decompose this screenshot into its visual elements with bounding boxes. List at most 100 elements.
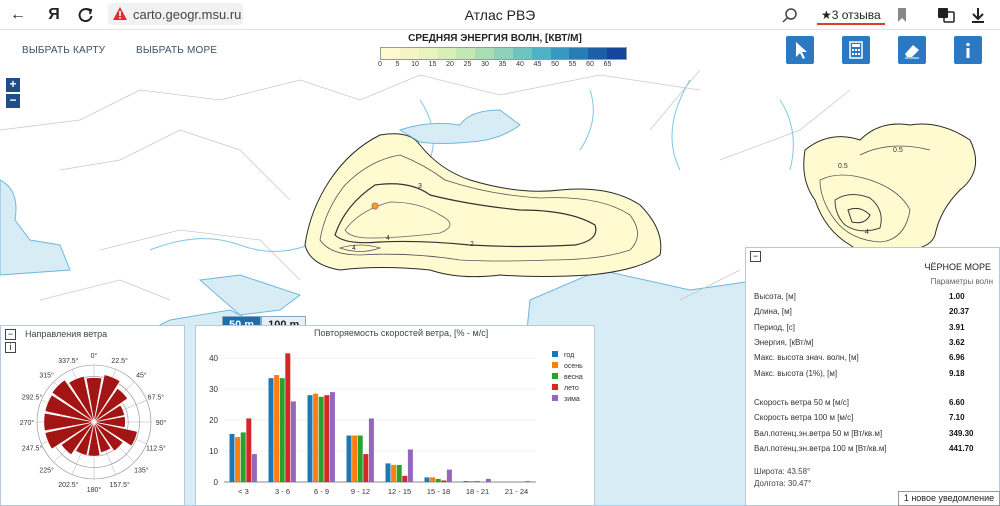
bar[interactable]	[474, 481, 480, 482]
rose-sector[interactable]	[43, 412, 95, 432]
yandex-logo[interactable]: Я	[48, 6, 60, 23]
bar[interactable]	[385, 463, 391, 482]
legend-label[interactable]: осень	[564, 363, 583, 370]
rose-sector[interactable]	[60, 421, 95, 456]
bar[interactable]	[324, 395, 330, 482]
legend-label[interactable]: весна	[564, 374, 583, 381]
bookmark-icon[interactable]	[892, 5, 912, 25]
rose-sector[interactable]	[93, 421, 124, 452]
bar[interactable]	[441, 480, 447, 482]
legend-label[interactable]: зима	[564, 396, 580, 403]
y-tick-label: 20	[209, 416, 218, 425]
warning-icon[interactable]	[112, 6, 128, 22]
info-button[interactable]	[954, 36, 982, 64]
bar[interactable]	[290, 401, 296, 482]
bar[interactable]	[279, 378, 285, 482]
legend-tick: 55	[568, 61, 577, 68]
rose-sector[interactable]	[93, 421, 112, 453]
url-text[interactable]: carto.geogr.msu.ru	[133, 7, 242, 22]
bar[interactable]	[240, 432, 246, 482]
bar[interactable]	[424, 477, 430, 482]
legend-marker[interactable]	[552, 373, 558, 379]
legend-marker[interactable]	[552, 384, 558, 390]
bar[interactable]	[446, 469, 452, 482]
bar[interactable]	[463, 481, 469, 482]
bar[interactable]	[274, 375, 280, 482]
rose-sector[interactable]	[93, 404, 125, 423]
rose-sector[interactable]	[51, 379, 95, 423]
info-row-label: Скорость ветра 100 м [м/с]	[754, 413, 854, 423]
bar[interactable]	[246, 418, 252, 482]
bar[interactable]	[307, 395, 313, 482]
legend-swatch	[399, 48, 419, 59]
bar[interactable]	[368, 418, 374, 482]
bar[interactable]	[524, 481, 530, 482]
collapse-button[interactable]: −	[750, 251, 761, 262]
notification-toast[interactable]: 1 новое уведомление	[898, 491, 1000, 506]
legend-marker[interactable]	[552, 362, 558, 368]
download-icon[interactable]	[968, 5, 988, 25]
bar[interactable]	[251, 454, 257, 482]
info-row-value: 441.70	[949, 443, 974, 453]
search-icon[interactable]	[780, 5, 800, 25]
rose-sector[interactable]	[87, 421, 101, 457]
collapse-button[interactable]: −	[5, 329, 16, 340]
bar[interactable]	[229, 433, 235, 482]
reviews-badge[interactable]: ★3 отзыва	[817, 5, 885, 25]
bar[interactable]	[268, 378, 274, 482]
back-icon[interactable]: ←	[10, 6, 26, 23]
bar[interactable]	[346, 435, 352, 483]
info-row-value: 3.62	[949, 337, 965, 347]
rose-sector[interactable]	[68, 375, 95, 423]
pointer-button[interactable]	[786, 36, 814, 64]
zoom-out-button[interactable]: −	[6, 94, 20, 108]
contour-label: 2	[470, 241, 474, 248]
rose-sector[interactable]	[93, 416, 126, 428]
bar[interactable]	[391, 464, 397, 482]
browser-bar: ← Я carto.geogr.msu.ru Атлас РВЭ ★3 отзы…	[0, 0, 1000, 30]
bar[interactable]	[430, 477, 436, 482]
bar[interactable]	[363, 454, 369, 482]
rose-sector[interactable]	[93, 421, 138, 447]
legend-label[interactable]: лето	[564, 385, 579, 392]
bar[interactable]	[318, 396, 324, 482]
sea-info-panel: − ЧЁРНОЕ МОРЕ Параметры волн Высота, [м]…	[745, 247, 1000, 506]
bar[interactable]	[329, 392, 335, 482]
info-row-value: 3.91	[949, 322, 965, 332]
calculator-button[interactable]	[842, 36, 870, 64]
bar[interactable]	[485, 478, 491, 482]
wind-speed-chart: 0 10 20 30 40 < 3 3 - 6 6 - 9 9 - 12 12 - 15 15 - …	[209, 351, 583, 496]
address-bar[interactable]	[108, 3, 243, 25]
reload-icon[interactable]	[76, 5, 96, 25]
bar[interactable]	[402, 475, 408, 482]
longitude: Долгота: 30.47°	[754, 479, 812, 488]
latitude: Широта: 43.58°	[754, 467, 811, 476]
bar[interactable]	[313, 393, 319, 482]
bar[interactable]	[285, 353, 291, 482]
bar[interactable]	[396, 464, 402, 482]
bar[interactable]	[235, 437, 241, 482]
rose-sector[interactable]	[93, 387, 129, 423]
rose-sector[interactable]	[75, 421, 95, 456]
rose-sector[interactable]	[85, 377, 103, 423]
select-map-link[interactable]: ВЫБРАТЬ КАРТУ	[22, 45, 106, 56]
info-small-button[interactable]: i	[5, 342, 16, 353]
zoom-in-button[interactable]: +	[6, 78, 20, 92]
legend-label[interactable]: год	[564, 352, 574, 359]
bar[interactable]	[435, 478, 441, 482]
bar[interactable]	[407, 449, 413, 482]
rose-sector[interactable]	[44, 394, 95, 423]
rose-sector[interactable]	[93, 374, 121, 423]
translate-icon[interactable]	[936, 5, 956, 25]
select-sea-link[interactable]: ВЫБРАТЬ МОРЕ	[136, 45, 218, 56]
bar[interactable]	[352, 435, 358, 483]
legend-marker[interactable]	[552, 351, 558, 357]
selected-point-marker[interactable]	[371, 202, 379, 210]
bar[interactable]	[357, 435, 363, 483]
legend-tick: 50	[551, 61, 559, 68]
info-row-value: 7.10	[949, 413, 965, 423]
legend-marker[interactable]	[552, 395, 558, 401]
bar[interactable]	[469, 481, 475, 482]
eraser-button[interactable]	[898, 36, 926, 64]
rose-sector[interactable]	[44, 421, 95, 450]
